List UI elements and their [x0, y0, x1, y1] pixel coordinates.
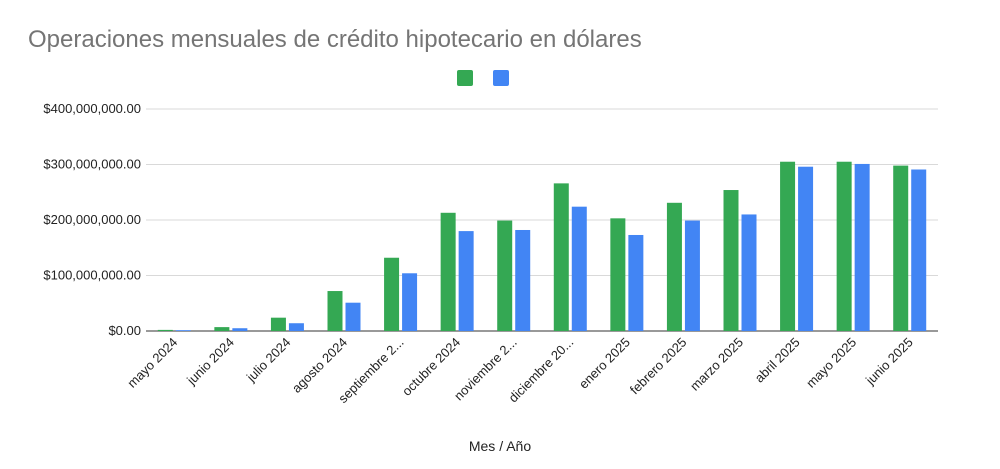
x-tick-label: junio 2024: [183, 335, 237, 389]
bar-series-1: [666, 202, 682, 331]
y-tick-label: $0.00: [108, 323, 141, 338]
x-tick-label: marzo 2025: [687, 335, 746, 394]
bar-series-1: [270, 317, 286, 331]
y-tick-label: $300,000,000.00: [43, 157, 141, 172]
bar-series-1: [610, 218, 626, 331]
bar-series-1: [723, 190, 739, 331]
bar-series-2: [515, 229, 531, 331]
bar-series-2: [458, 231, 474, 331]
bar-series-2: [571, 206, 587, 331]
bar-series-2: [684, 220, 700, 331]
bar-series-1: [440, 212, 456, 331]
bar-series-2: [628, 234, 644, 331]
x-tick-label: mayo 2025: [803, 335, 859, 391]
x-axis-title: Mes / Año: [468, 438, 532, 454]
x-tick-label: agosto 2024: [289, 335, 350, 396]
bar-series-2: [175, 330, 191, 331]
bar-series-1: [780, 161, 796, 331]
y-tick-label: $100,000,000.00: [43, 268, 141, 283]
x-tick-label: abril 2025: [752, 335, 803, 386]
bar-series-2: [288, 323, 304, 331]
x-tick-label: enero 2025: [576, 335, 633, 392]
bar-series-2: [741, 214, 757, 331]
x-tick-label: junio 2025: [862, 335, 916, 389]
bar-series-1: [157, 329, 173, 331]
x-tick-label: febrero 2025: [627, 335, 690, 398]
bar-series-1: [214, 327, 230, 331]
bar-series-1: [553, 183, 569, 331]
bar-series-2: [911, 169, 927, 331]
y-tick-label: $200,000,000.00: [43, 212, 141, 227]
legend-swatch-series-2: [493, 70, 509, 86]
y-tick-label: $400,000,000.00: [43, 101, 141, 116]
bar-series-2: [345, 302, 361, 331]
legend-swatch-series-1: [457, 70, 473, 86]
bar-series-1: [893, 165, 909, 331]
bar-series-1: [327, 291, 343, 331]
bar-series-2: [798, 166, 814, 331]
bar-series-1: [384, 257, 400, 331]
x-tick-label: mayo 2024: [124, 335, 180, 391]
x-tick-label: julio 2024: [243, 335, 294, 386]
bar-series-1: [836, 161, 852, 331]
bar-series-1: [497, 220, 513, 331]
chart-title: Operaciones mensuales de crédito hipotec…: [28, 26, 642, 53]
bar-series-2: [854, 163, 870, 331]
bar-series-2: [232, 328, 248, 331]
bar-series-2: [402, 273, 418, 331]
